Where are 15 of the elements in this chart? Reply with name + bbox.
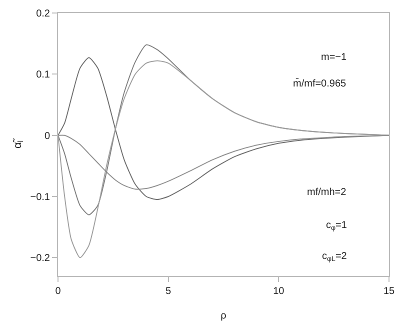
annotation: mf/mh=2 [307, 187, 347, 198]
y-tick-label: 0.1 [36, 70, 50, 81]
annotation: c$_{φ}$=1 [326, 220, 348, 232]
annotation: c$_{φL}$=2 [322, 251, 348, 264]
y-tick-label: 0.2 [36, 8, 50, 20]
x-axis-title: ρ [220, 310, 227, 322]
annotation: m=−1 [321, 52, 348, 63]
annotation: m̄/mf=0.965 [293, 78, 347, 90]
y-tick-label: 0 [44, 130, 50, 142]
x-tick-label: 15 [383, 286, 395, 297]
y-tick-label: −0.2 [30, 253, 50, 264]
x-tick-label: 10 [273, 286, 285, 297]
x-tick-label: 5 [166, 286, 172, 297]
y-tick-label: −0.1 [30, 192, 50, 203]
x-tick-label: 0 [55, 286, 62, 297]
